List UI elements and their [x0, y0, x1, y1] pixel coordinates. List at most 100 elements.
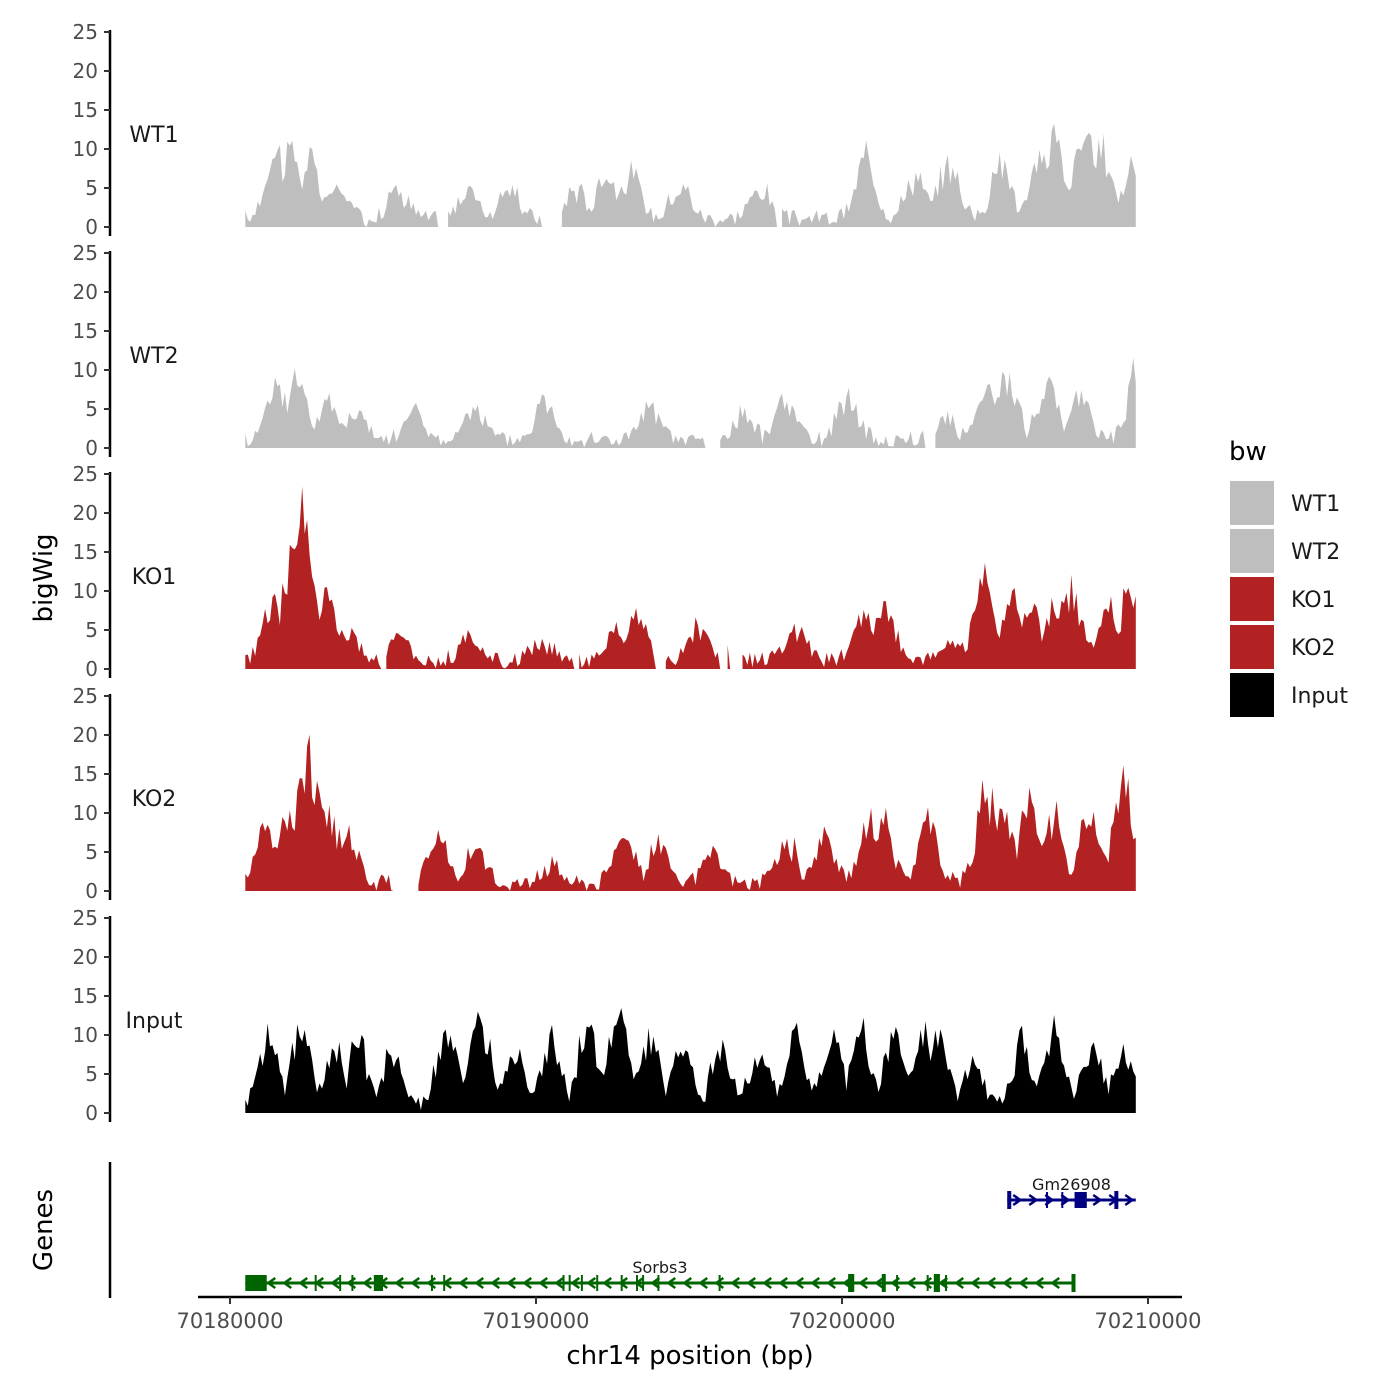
legend-swatch-wt2 [1230, 529, 1274, 573]
strand-arrow [1034, 1276, 1045, 1290]
strand-arrow [474, 1276, 485, 1290]
strand-arrow [586, 1276, 597, 1290]
strand-arrow [762, 1276, 773, 1290]
y-tick-label: 25 [73, 20, 98, 44]
strand-arrow [1124, 1193, 1135, 1207]
strand-arrow [282, 1276, 293, 1290]
track-label: Input [126, 1009, 183, 1034]
y-tick-label: 0 [85, 879, 98, 903]
legend-swatch-wt1 [1230, 481, 1274, 525]
strand-arrow [778, 1276, 789, 1290]
y-tick-label: 10 [73, 579, 98, 603]
track-input: 0 5 10 15 20 25 Input [73, 906, 1136, 1125]
track-wt1: 0 5 10 15 20 25 WT1 [73, 20, 1136, 239]
strand-arrow [1012, 1193, 1023, 1207]
exon [373, 1275, 383, 1291]
strand-arrow [1050, 1276, 1061, 1290]
strand-arrow [570, 1276, 581, 1290]
y-tick-label: 0 [85, 657, 98, 681]
strand-arrow [394, 1276, 405, 1290]
x-tick-label: 70200000 [789, 1309, 896, 1333]
exon [245, 1275, 267, 1291]
track-label: WT1 [129, 123, 178, 148]
y-tick-label: 20 [73, 280, 98, 304]
x-tick-label: 70190000 [483, 1309, 590, 1333]
strand-arrow [410, 1276, 421, 1290]
strand-arrow [1060, 1193, 1071, 1207]
y-tick-label: 0 [85, 436, 98, 460]
strand-arrow [730, 1276, 741, 1290]
track-label: WT2 [129, 344, 178, 369]
legend-swatch-ko1 [1230, 577, 1274, 621]
y-tick-label: 15 [73, 319, 98, 343]
y-tick-label: 15 [73, 984, 98, 1008]
y-tick-label: 0 [85, 1101, 98, 1125]
tracks-group: 0 5 10 15 20 25 WT1 0 5 10 15 20 25 WT2 0 5 10 15 20 25 KO1 0… [73, 20, 1136, 1125]
strand-arrow [954, 1276, 965, 1290]
y-tick-label: 0 [85, 215, 98, 239]
signal-area [245, 486, 1136, 669]
exon [848, 1274, 855, 1292]
y-tick-label: 5 [85, 397, 98, 421]
legend: bw WT1 WT2 KO1 KO2 Input [1229, 437, 1348, 717]
strand-arrow [522, 1276, 533, 1290]
y-tick-label: 10 [73, 801, 98, 825]
track-ko1: 0 5 10 15 20 25 KO1 [73, 462, 1136, 681]
strand-arrow [810, 1276, 821, 1290]
x-axis-title: chr14 position (bp) [566, 1341, 813, 1371]
signal-area [245, 123, 1136, 227]
strand-arrow [826, 1276, 837, 1290]
strand-arrow [1018, 1276, 1029, 1290]
strand-arrow [538, 1276, 549, 1290]
strand-arrow [906, 1276, 917, 1290]
y-tick-label: 5 [85, 618, 98, 642]
signal-area [245, 1008, 1136, 1113]
y-tick-label: 15 [73, 98, 98, 122]
y-tick-label: 20 [73, 59, 98, 83]
legend-title: bw [1229, 437, 1267, 467]
strand-arrow [330, 1276, 341, 1290]
y-tick-label: 5 [85, 840, 98, 864]
x-tick-label: 70180000 [177, 1309, 284, 1333]
legend-swatch-input [1230, 673, 1274, 717]
strand-arrow [794, 1276, 805, 1290]
legend-label-ko2: KO2 [1291, 636, 1336, 661]
strand-arrow [602, 1276, 613, 1290]
exon [1074, 1192, 1087, 1208]
gene-label: Sorbs3 [632, 1258, 687, 1277]
y-tick-label: 25 [73, 462, 98, 486]
strand-arrow [970, 1276, 981, 1290]
y-tick-label: 10 [73, 358, 98, 382]
y-tick-label: 10 [73, 137, 98, 161]
strand-arrow [682, 1276, 693, 1290]
signal-area [245, 734, 1136, 891]
strand-arrow [986, 1276, 997, 1290]
strand-arrow [554, 1276, 565, 1290]
strand-arrow [858, 1276, 869, 1290]
y-tick-label: 10 [73, 1023, 98, 1047]
exon [1071, 1274, 1076, 1292]
legend-label-wt1: WT1 [1291, 492, 1340, 517]
strand-arrow [698, 1276, 709, 1290]
strand-arrow [458, 1276, 469, 1290]
x-tick-label: 70210000 [1095, 1309, 1202, 1333]
track-wt2: 0 5 10 15 20 25 WT2 [73, 241, 1136, 460]
y-tick-label: 25 [73, 241, 98, 265]
track-label: KO2 [132, 787, 177, 812]
y-tick-label: 5 [85, 1062, 98, 1086]
y-tick-label: 5 [85, 176, 98, 200]
y-tick-label: 15 [73, 762, 98, 786]
gene-gm26908: Gm26908 [1007, 1175, 1136, 1209]
y-tick-label: 20 [73, 723, 98, 747]
legend-label-input: Input [1291, 684, 1348, 709]
genes-panel: Sorbs3 Gm26908 [108, 1162, 1136, 1298]
genes-axis-title: Genes [29, 1189, 59, 1271]
strand-arrow [666, 1276, 677, 1290]
exon [1007, 1191, 1012, 1209]
track-ko2: 0 5 10 15 20 25 KO2 [73, 684, 1136, 903]
strand-arrow [746, 1276, 757, 1290]
track-label: KO1 [132, 565, 177, 590]
gene-label: Gm26908 [1032, 1175, 1111, 1194]
strand-arrow [874, 1276, 885, 1290]
